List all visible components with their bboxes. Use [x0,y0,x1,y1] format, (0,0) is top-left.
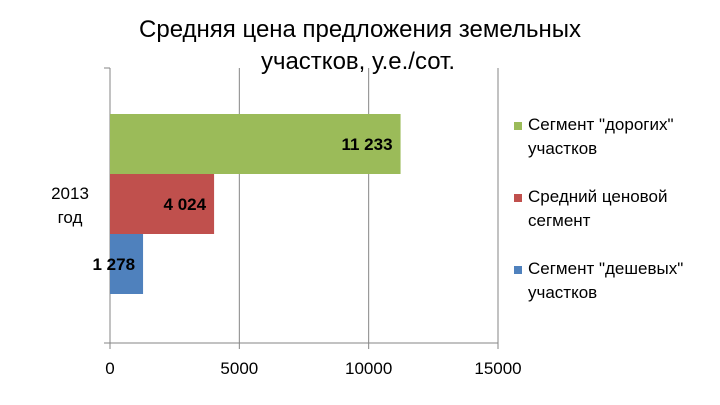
bar [110,174,215,234]
x-tick-label: 15000 [474,359,521,378]
data-label: 1 278 [93,255,136,274]
category-label-line-2: год [58,208,83,227]
legend-label: Сегмент "дешевых" [528,259,683,278]
legend-label: участков [528,139,597,158]
legend-label: участков [528,283,597,302]
legend-swatch [514,122,522,130]
legend-swatch [514,266,522,274]
legend: Сегмент "дорогих" участков Средний ценовой… [514,115,683,302]
chart-title-line-1: Средняя цена предложения земельных [139,16,581,43]
legend-label: Средний ценовой [528,187,667,206]
bar [110,114,401,174]
legend-label: Сегмент "дорогих" [528,115,674,134]
tick-marks [104,67,499,349]
data-label: 4 024 [164,195,207,214]
bar [110,234,144,294]
data-labels: 11 233 4 024 1 278 [93,135,393,274]
x-tick-label: 10000 [345,359,392,378]
chart-title-line-2: участков, у.е./сот. [261,48,455,75]
bars [110,114,401,294]
legend-swatch [514,194,522,202]
x-tick-label: 5000 [220,359,258,378]
legend-label: сегмент [528,211,591,230]
x-tick-labels: 0 5000 10000 15000 [105,359,521,378]
category-label-line-1: 2013 [51,184,89,203]
x-tick-label: 0 [105,359,114,378]
data-label: 11 233 [341,135,392,154]
gridlines [238,68,499,343]
